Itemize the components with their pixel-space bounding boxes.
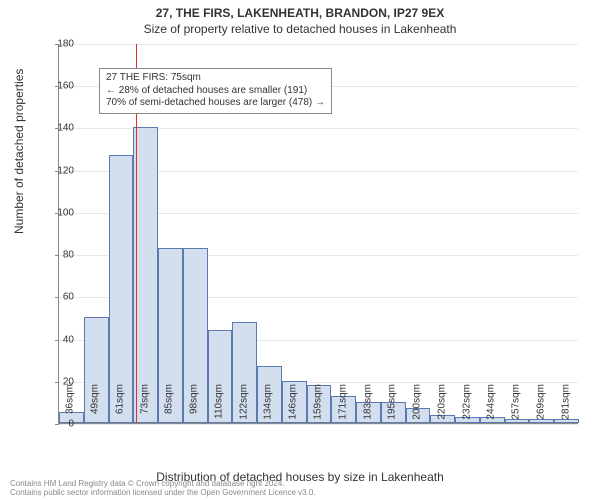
gridline [59,44,578,45]
plot-area: 27 THE FIRS: 75sqm← 28% of detached hous… [58,44,578,424]
annotation-line3: 70% of semi-detached houses are larger (… [106,97,325,110]
xtick-label: 146sqm [288,384,299,420]
xtick-label: 220sqm [436,384,447,420]
bar [109,155,134,423]
xtick-label: 49sqm [90,384,101,414]
xtick-label: 110sqm [213,384,224,419]
ytick-label: 80 [34,250,74,261]
ytick-label: 0 [34,419,74,430]
annotation-line2: ← 28% of detached houses are smaller (19… [106,85,325,98]
xtick-label: 281sqm [560,384,571,420]
page-title: 27, THE FIRS, LAKENHEATH, BRANDON, IP27 … [0,6,600,20]
gridline [59,424,578,425]
footer-line2: Contains public sector information licen… [10,489,316,498]
xtick-label: 98sqm [189,384,200,414]
xtick-label: 232sqm [461,384,472,420]
xtick-label: 200sqm [412,384,423,420]
xtick-label: 195sqm [387,384,398,420]
xtick-label: 183sqm [362,384,373,420]
xtick-label: 257sqm [511,384,522,420]
y-axis-label: Number of detached properties [12,69,26,234]
xtick-label: 36sqm [65,384,76,414]
annotation-box: 27 THE FIRS: 75sqm← 28% of detached hous… [99,68,332,114]
ytick-label: 160 [34,81,74,92]
xtick-label: 73sqm [139,384,150,414]
page-subtitle: Size of property relative to detached ho… [0,22,600,36]
ytick-label: 60 [34,292,74,303]
ytick-label: 140 [34,123,74,134]
footer: Contains HM Land Registry data © Crown c… [10,480,316,498]
ytick-label: 40 [34,334,74,345]
xtick-label: 122sqm [238,384,249,420]
xtick-label: 244sqm [486,384,497,420]
xtick-label: 171sqm [337,384,348,420]
xtick-label: 134sqm [263,384,274,420]
xtick-label: 159sqm [313,384,324,420]
ytick-label: 100 [34,207,74,218]
bar [133,127,158,423]
xtick-label: 85sqm [164,384,175,414]
ytick-label: 180 [34,39,74,50]
ytick-label: 120 [34,165,74,176]
xtick-label: 269sqm [535,384,546,420]
chart: 27 THE FIRS: 75sqm← 28% of detached hous… [58,44,578,424]
annotation-line1: 27 THE FIRS: 75sqm [106,72,325,85]
xtick-label: 61sqm [114,384,125,414]
